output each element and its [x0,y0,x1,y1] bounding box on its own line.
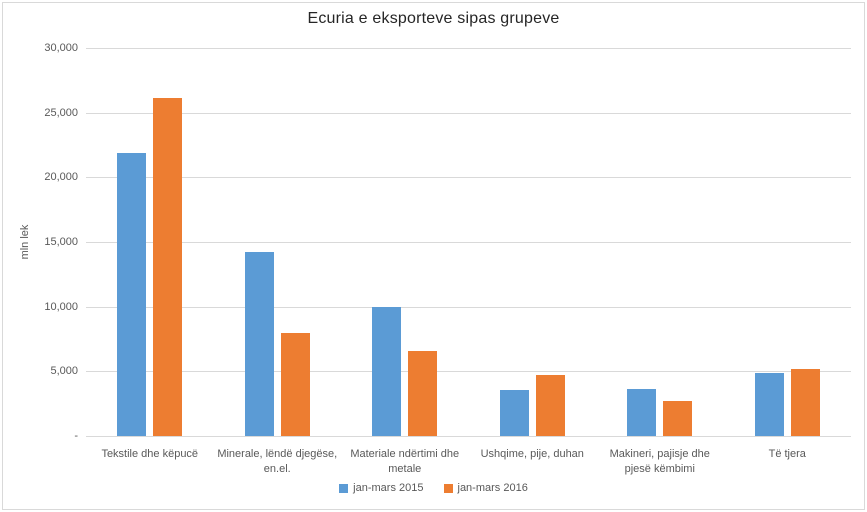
bar-jan-mars-2016-group-4 [535,375,565,436]
category-label-3: Materiale ndërtimi dhe metale [350,448,460,475]
bar-jan-mars-2016-group-5 [663,401,693,436]
y-tick-label-0: - [74,430,78,442]
bar-jan-mars-2015-group-1 [117,152,147,436]
bar-jan-mars-2015-group-6 [754,373,784,436]
bar-group-5 [596,48,724,436]
category-label-5: Makineri, pajisje dhe pjesë këmbimi [609,448,710,475]
legend-swatch-icon [443,483,453,493]
y-tick-label-15000: 15,000 [44,236,78,248]
gridline-20000 [86,177,851,179]
bar-group-6 [724,48,852,436]
category-label-4: Ushqime, pije, duhan [480,448,584,460]
legend: jan-mars 2015 jan-mars 2016 [0,482,867,494]
gridline-25000 [86,112,851,114]
y-tick-label-5000: 5,000 [50,365,78,378]
bar-groups [86,48,851,436]
gridline-0 [86,436,851,437]
category-label-6: Të tjera [768,448,806,460]
bar-group-1 [86,48,214,436]
bar-group-4 [469,48,597,436]
gridline-30000 [86,48,851,49]
bar-group-3 [341,48,469,436]
chart-title: Ecuria e eksporteve sipas grupeve [307,10,560,27]
bar-jan-mars-2015-group-5 [627,388,657,436]
bar-jan-mars-2015-group-2 [244,251,274,436]
y-tick-label-25000: 25,000 [44,106,78,119]
bar-group-2 [214,48,342,436]
bar-jan-mars-2016-group-6 [790,369,820,436]
legend-swatch-icon [339,483,349,493]
y-tick-label-10000: 10,000 [44,300,78,313]
y-tick-label-30000: 30,000 [44,42,78,54]
y-tick-label-20000: 20,000 [44,171,78,184]
gridline-5000 [86,371,851,373]
legend-item-jan-mars-2015: jan-mars 2015 [339,482,424,494]
gridline-10000 [86,306,851,308]
bar-jan-mars-2016-group-3 [408,351,438,436]
gridline-15000 [86,242,851,243]
legend-label: jan-mars 2015 [353,482,424,494]
bar-jan-mars-2015-group-4 [499,390,529,436]
legend-label: jan-mars 2016 [457,482,528,494]
bar-jan-mars-2015-group-3 [372,306,402,436]
plot-area [86,48,851,437]
category-label-2: Minerale, lëndë djegëse, en.el. [217,448,338,475]
category-label-1: Tekstile dhe këpucë [101,448,199,460]
bar-jan-mars-2016-group-1 [153,98,183,436]
legend-item-jan-mars-2016: jan-mars 2016 [443,482,528,494]
bar-jan-mars-2016-group-2 [280,332,310,436]
x-axis-category-labels: Tekstile dhe këpucë Minerale, lëndë djegë… [86,440,851,477]
